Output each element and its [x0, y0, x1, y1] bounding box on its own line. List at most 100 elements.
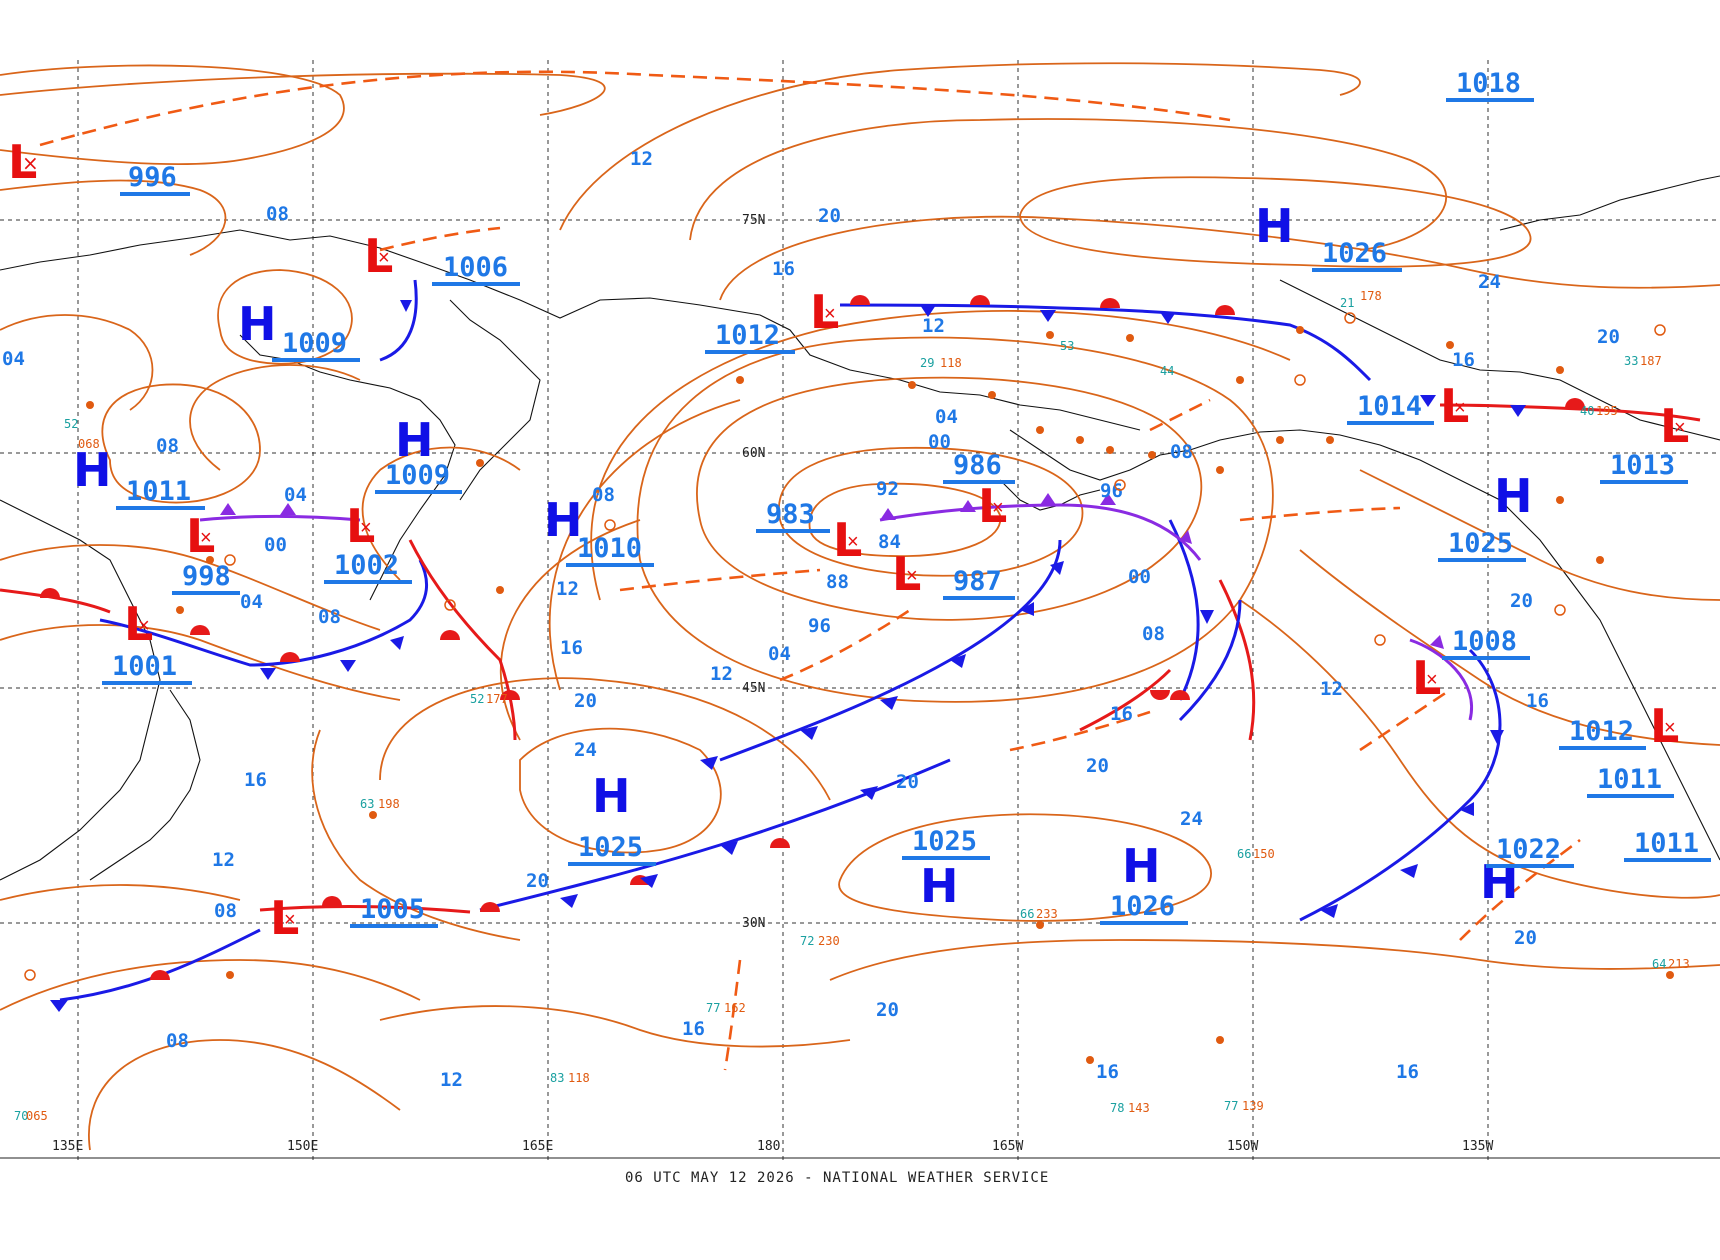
center-value: 998	[182, 561, 231, 592]
center-value: 1012	[715, 320, 780, 351]
svg-text:233: 233	[1036, 907, 1058, 921]
isobar-label: 08	[318, 606, 341, 628]
svg-text:72: 72	[800, 934, 814, 948]
svg-text:L: L	[364, 229, 393, 283]
svg-text:L: L	[892, 547, 921, 601]
lon-label-135e: 135E	[52, 1139, 83, 1154]
center-value: 1011	[1597, 764, 1662, 795]
center-value: 1022	[1496, 834, 1561, 865]
longitude-labels: 135E 150E 165E 180 165W 150W 135W	[52, 1139, 1493, 1154]
isobar-label: 20	[526, 870, 549, 892]
svg-text:187: 187	[1640, 354, 1662, 368]
isobar-label: 20	[574, 690, 597, 712]
lon-label-150w: 150W	[1227, 1139, 1258, 1154]
svg-text:×: ×	[1664, 717, 1676, 739]
svg-text:065: 065	[26, 1109, 48, 1123]
footer-caption: 06 UTC MAY 12 2026 - NATIONAL WEATHER SE…	[625, 1170, 1049, 1186]
center-value: 1002	[334, 550, 399, 581]
isobar-label: 08	[1142, 623, 1165, 645]
svg-text:×: ×	[992, 497, 1004, 519]
isobar-label: 08	[266, 203, 289, 225]
svg-text:64: 64	[1652, 957, 1666, 971]
svg-text:150: 150	[1253, 847, 1275, 861]
isobar-label: 08	[156, 435, 179, 457]
isobar-label: 08	[1170, 441, 1193, 463]
svg-text:L: L	[270, 891, 299, 945]
center-value: 983	[766, 499, 815, 530]
svg-text:H: H	[238, 297, 277, 351]
isobar-label: 04	[240, 591, 263, 613]
isobar-label: 84	[878, 531, 901, 553]
cold-front	[379, 279, 418, 362]
isobar-label: 00	[264, 534, 287, 556]
svg-text:×: ×	[22, 151, 39, 175]
isobar-label: 16	[1452, 349, 1475, 371]
svg-text:×: ×	[360, 517, 372, 539]
lat-label-30n: 30N	[742, 916, 765, 931]
center-value: 1025	[578, 832, 643, 863]
svg-text:198: 198	[378, 797, 400, 811]
cold-front	[59, 928, 261, 1002]
svg-text:177: 177	[486, 692, 508, 706]
svg-text:L: L	[1412, 651, 1441, 705]
center-value: 1005	[360, 894, 425, 925]
center-value: 1014	[1357, 391, 1422, 422]
lat-label-45n: 45N	[742, 681, 765, 696]
center-value: 1025	[912, 826, 977, 857]
svg-text:63: 63	[360, 797, 374, 811]
svg-text:H: H	[1494, 469, 1533, 523]
svg-text:L: L	[8, 135, 37, 189]
low-center: L×	[124, 597, 153, 651]
center-value: 1006	[443, 252, 508, 283]
lat-label-60n: 60N	[742, 446, 765, 461]
high-center: H	[1122, 839, 1161, 893]
isobar-label: 16	[1526, 690, 1549, 712]
svg-text:83: 83	[550, 1071, 564, 1085]
cold-front	[1299, 648, 1502, 922]
pressure-centers: L× 996 L× 1006 H 1009 H 1009 H 1011 L× 9…	[8, 68, 1711, 945]
svg-text:L: L	[124, 597, 153, 651]
isobar-label: 12	[922, 315, 945, 337]
stationary-front	[1439, 403, 1701, 422]
isobar-label: 08	[166, 1030, 189, 1052]
latitude-labels: 75N 60N 45N 30N	[742, 213, 765, 931]
isobar-label: 12	[212, 849, 235, 871]
low-center: L×	[270, 891, 299, 945]
low-center: L×	[364, 229, 393, 283]
low-center: L×	[1440, 379, 1469, 433]
svg-text:L: L	[1440, 379, 1469, 433]
center-value: 1013	[1610, 450, 1675, 481]
isobar-label: 12	[630, 148, 653, 170]
svg-text:195: 195	[1596, 404, 1618, 418]
center-value: 1001	[112, 651, 177, 682]
isobar-label: 16	[244, 769, 267, 791]
low-center: L×	[810, 285, 839, 339]
svg-text:L: L	[810, 285, 839, 339]
low-center: L×	[346, 499, 375, 553]
svg-text:×: ×	[200, 527, 212, 549]
occluded-front	[199, 514, 361, 522]
svg-text:162: 162	[724, 1001, 746, 1015]
isobar-label: 04	[768, 643, 791, 665]
lon-label-150e: 150E	[287, 1139, 318, 1154]
lon-label-165e: 165E	[522, 1139, 553, 1154]
svg-text:44: 44	[1160, 364, 1174, 378]
center-value: 1009	[385, 460, 450, 491]
isobar-label: 04	[935, 406, 958, 428]
svg-text:77: 77	[706, 1001, 720, 1015]
isobar-label: 16	[1096, 1061, 1119, 1083]
high-center: H	[395, 413, 434, 467]
center-value: 986	[953, 450, 1002, 481]
isobar-label: 20	[1086, 755, 1109, 777]
center-value: 1026	[1322, 238, 1387, 269]
svg-text:×: ×	[1454, 397, 1466, 419]
isobar-label: 92	[876, 478, 899, 500]
isobar-label: 08	[592, 484, 615, 506]
isobar-label: 16	[682, 1018, 705, 1040]
svg-text:L: L	[1660, 399, 1689, 453]
svg-text:068: 068	[78, 437, 100, 451]
center-value: 1011	[1634, 828, 1699, 859]
svg-text:×: ×	[1674, 417, 1686, 439]
svg-text:H: H	[1255, 199, 1294, 253]
low-center: L×	[1660, 399, 1689, 453]
